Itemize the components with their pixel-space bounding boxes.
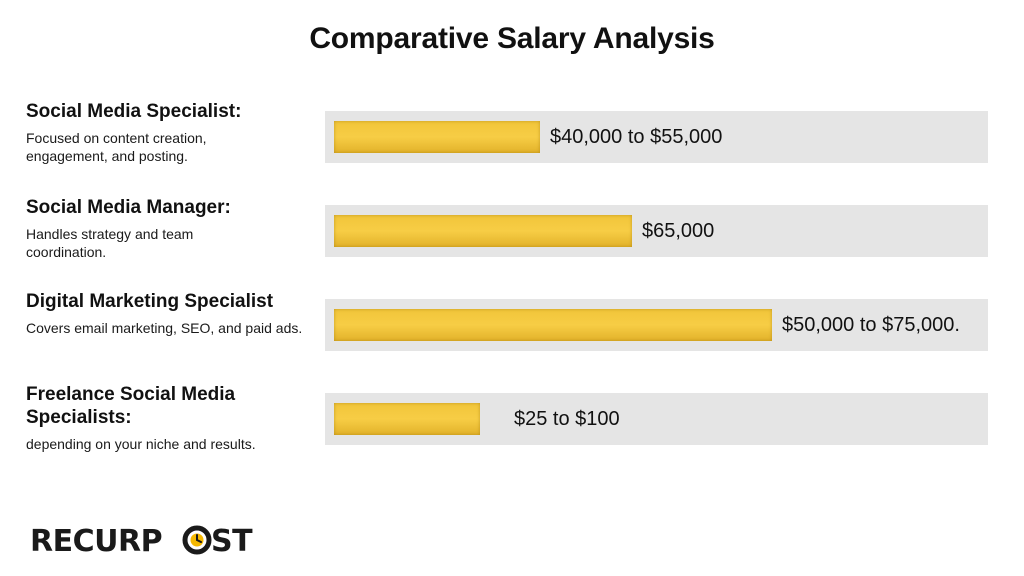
row-description: Covers email marketing, SEO, and paid ad…: [26, 320, 303, 336]
row-label-3: Freelance Social Media Specialists: depe…: [26, 383, 316, 453]
row-heading: Social Media Specialist:: [26, 101, 242, 122]
salary-bar: [334, 121, 540, 153]
bar-value-label: $50,000 to $75,000.: [782, 314, 960, 336]
row-description: depending on your niche and results.: [26, 436, 256, 452]
bar-value-label: $40,000 to $55,000: [550, 126, 723, 148]
salary-bar: [334, 215, 632, 247]
row-heading: Digital Marketing Specialist: [26, 291, 274, 312]
row-heading: Freelance Social Media Specialists:: [26, 384, 236, 428]
row-label-2: Digital Marketing Specialist Covers emai…: [26, 290, 316, 337]
bar-track: $50,000 to $75,000.: [325, 299, 988, 351]
bar-value-label: $25 to $100: [514, 408, 620, 430]
recurpost-logo-mark: RECURP ST: [30, 524, 254, 558]
recurpost-logo: RECURP ST: [30, 522, 264, 558]
clock-icon: [182, 525, 212, 555]
svg-text:RECURP: RECURP: [30, 524, 162, 558]
bar-value-label: $65,000: [642, 220, 715, 242]
bar-track: $65,000: [325, 205, 988, 257]
row-label-0: Social Media Specialist: Focused on cont…: [26, 100, 316, 165]
bar-track: $40,000 to $55,000: [325, 111, 988, 163]
row-description: Focused on content creation, engagement,…: [26, 130, 207, 164]
chart-title: Comparative Salary Analysis: [309, 22, 715, 55]
row-heading: Social Media Manager:: [26, 197, 231, 218]
salary-bar: [334, 403, 480, 435]
salary-bar: [334, 309, 772, 341]
row-description: Handles strategy and team coordination.: [26, 226, 194, 260]
row-label-1: Social Media Manager: Handles strategy a…: [26, 196, 316, 261]
svg-text:ST: ST: [211, 524, 253, 558]
bar-track: $25 to $100: [325, 393, 988, 445]
